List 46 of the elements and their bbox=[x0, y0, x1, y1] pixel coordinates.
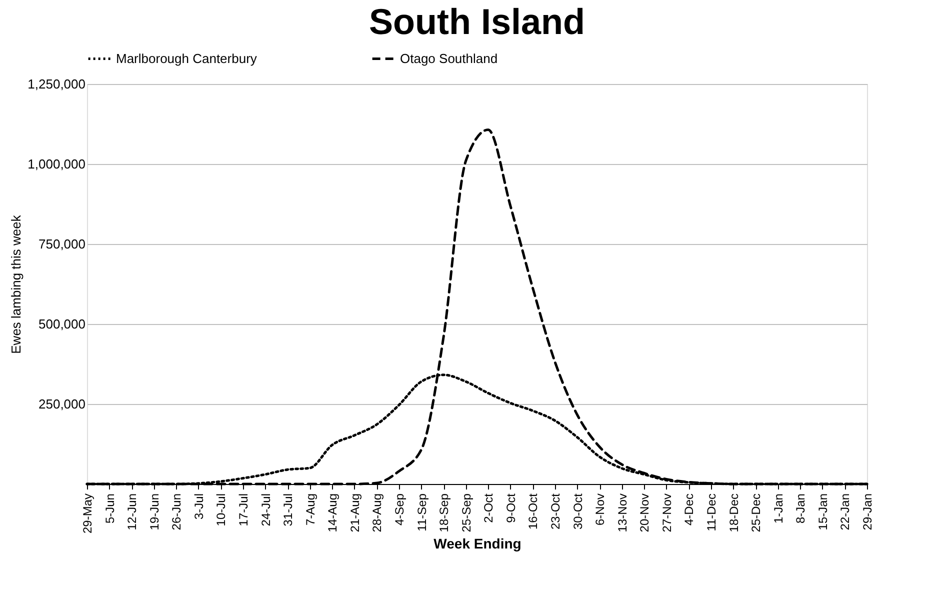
x-tick-label: 3-Jul bbox=[192, 494, 206, 520]
y-axis-title: Ewes lambing this week bbox=[8, 214, 24, 354]
x-tick-label: 22-Jan bbox=[838, 494, 852, 530]
x-tick-label: 9-Oct bbox=[504, 492, 518, 523]
x-tick-label: 29-May bbox=[80, 494, 94, 534]
y-tick-label: 1,250,000 bbox=[28, 76, 86, 92]
y-tick-label: 500,000 bbox=[38, 316, 86, 332]
x-tick-label: 27-Nov bbox=[660, 494, 674, 532]
x-tick-label: 16-Oct bbox=[526, 492, 540, 530]
x-tick-label: 31-Jul bbox=[281, 494, 296, 526]
x-tick-label: 19-Jun bbox=[147, 494, 162, 530]
x-tick-label: 11-Dec bbox=[704, 494, 718, 532]
x-tick-label: 26-Jun bbox=[170, 494, 184, 530]
x-tick-label: 8-Jan bbox=[794, 494, 808, 524]
x-tick-label: 24-Jul bbox=[258, 494, 273, 526]
legend-label: Otago Southland bbox=[400, 50, 498, 66]
x-tick-label: 5-Jun bbox=[102, 494, 117, 524]
x-tick-label: 6-Nov bbox=[593, 494, 608, 526]
x-tick-label: 28-Aug bbox=[370, 494, 384, 532]
x-tick-label: 2-Oct bbox=[482, 492, 496, 523]
x-tick-label: 15-Jan bbox=[816, 494, 830, 530]
x-tick-label: 4-Sep bbox=[392, 493, 406, 526]
y-tick-label: 250,000 bbox=[38, 396, 86, 412]
x-tick-label: 18-Sep bbox=[437, 493, 452, 532]
x-tick-label: 11-Sep bbox=[414, 493, 429, 532]
x-tick-label: 18-Dec bbox=[726, 494, 741, 532]
x-tick-label: 1-Jan bbox=[771, 494, 786, 524]
x-tick-label: 29-Jan bbox=[860, 494, 874, 530]
x-tick-label: 10-Jul bbox=[214, 494, 228, 526]
chart-title: South Island bbox=[369, 1, 585, 42]
x-tick-label: 23-Oct bbox=[548, 492, 562, 530]
x-axis-title: Week Ending bbox=[434, 536, 522, 552]
x-tick-label: 12-Jun bbox=[125, 494, 140, 530]
y-tick-label: 1,000,000 bbox=[28, 156, 86, 172]
x-tick-label: 21-Aug bbox=[348, 494, 362, 532]
x-tick-label: 14-Aug bbox=[326, 494, 340, 532]
x-tick-label: 4-Dec bbox=[682, 494, 696, 526]
legend-label: Marlborough Canterbury bbox=[116, 50, 258, 66]
x-tick-label: 30-Oct bbox=[570, 492, 585, 530]
x-tick-label: 13-Nov bbox=[615, 494, 630, 532]
x-tick-label: 17-Jul bbox=[236, 494, 250, 526]
x-tick-label: 7-Aug bbox=[303, 494, 318, 526]
y-tick-label: 750,000 bbox=[38, 236, 86, 252]
x-tick-label: 20-Nov bbox=[638, 494, 652, 532]
x-tick-label: 25-Sep bbox=[459, 493, 474, 532]
x-tick-label: 25-Dec bbox=[749, 494, 764, 532]
